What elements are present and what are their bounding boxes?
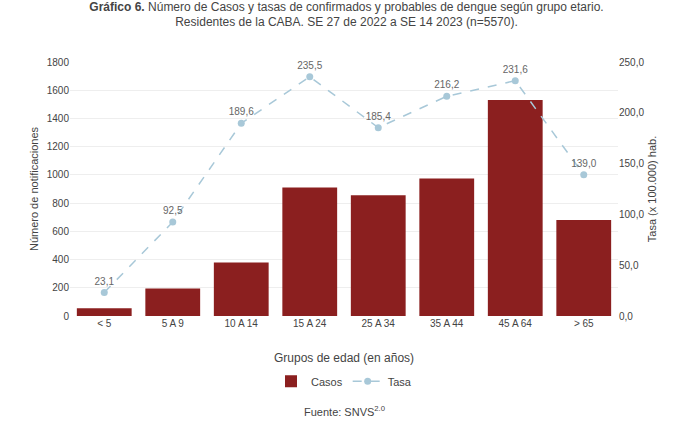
svg-text:185,4: 185,4 — [366, 111, 391, 122]
svg-text:189,6: 189,6 — [229, 106, 254, 117]
svg-text:15 A 24: 15 A 24 — [293, 318, 327, 329]
svg-text:23,1: 23,1 — [95, 276, 115, 287]
svg-text:1800: 1800 — [47, 57, 70, 68]
svg-text:0: 0 — [63, 311, 69, 322]
svg-text:Tasa (x 100.000) hab.: Tasa (x 100.000) hab. — [646, 136, 658, 242]
svg-text:100,0: 100,0 — [619, 209, 644, 220]
svg-text:25 A 34: 25 A 34 — [362, 318, 396, 329]
svg-text:Fuente: SNVS​2.0​: Fuente: SNVS​2.0​ — [304, 404, 385, 418]
svg-text:200,0: 200,0 — [619, 107, 644, 118]
svg-text:50,0: 50,0 — [619, 260, 639, 271]
svg-text:92,5: 92,5 — [163, 205, 183, 216]
svg-text:45 A 64: 45 A 64 — [499, 318, 533, 329]
svg-text:1200: 1200 — [47, 141, 70, 152]
svg-text:0,0: 0,0 — [619, 311, 633, 322]
svg-text:250,0: 250,0 — [619, 57, 644, 68]
svg-text:1400: 1400 — [47, 113, 70, 124]
svg-text:400: 400 — [52, 254, 69, 265]
svg-text:139,0: 139,0 — [571, 158, 596, 169]
svg-text:< 5: < 5 — [97, 318, 112, 329]
svg-text:235,5: 235,5 — [297, 60, 322, 71]
svg-text:Grupos de edad (en años): Grupos de edad (en años) — [274, 351, 414, 365]
svg-text:800: 800 — [52, 198, 69, 209]
svg-text:5 A 9: 5 A 9 — [162, 318, 185, 329]
svg-text:Gráfico 6. Número de Casos y t: Gráfico 6. Número de Casos y tasas de co… — [89, 0, 603, 29]
svg-text:> 65: > 65 — [574, 318, 594, 329]
svg-text:600: 600 — [52, 226, 69, 237]
svg-text:200: 200 — [52, 282, 69, 293]
svg-text:Casos: Casos — [311, 376, 343, 388]
svg-text:35 A 44: 35 A 44 — [430, 318, 464, 329]
svg-text:Tasa: Tasa — [388, 376, 412, 388]
svg-text:1000: 1000 — [47, 169, 70, 180]
svg-text:216,2: 216,2 — [434, 79, 459, 90]
svg-text:1600: 1600 — [47, 85, 70, 96]
svg-text:10 A 14: 10 A 14 — [225, 318, 259, 329]
svg-text:150,0: 150,0 — [619, 158, 644, 169]
svg-text:231,6: 231,6 — [503, 64, 528, 75]
svg-text:Número de notificaciones: Número de notificaciones — [28, 126, 40, 251]
